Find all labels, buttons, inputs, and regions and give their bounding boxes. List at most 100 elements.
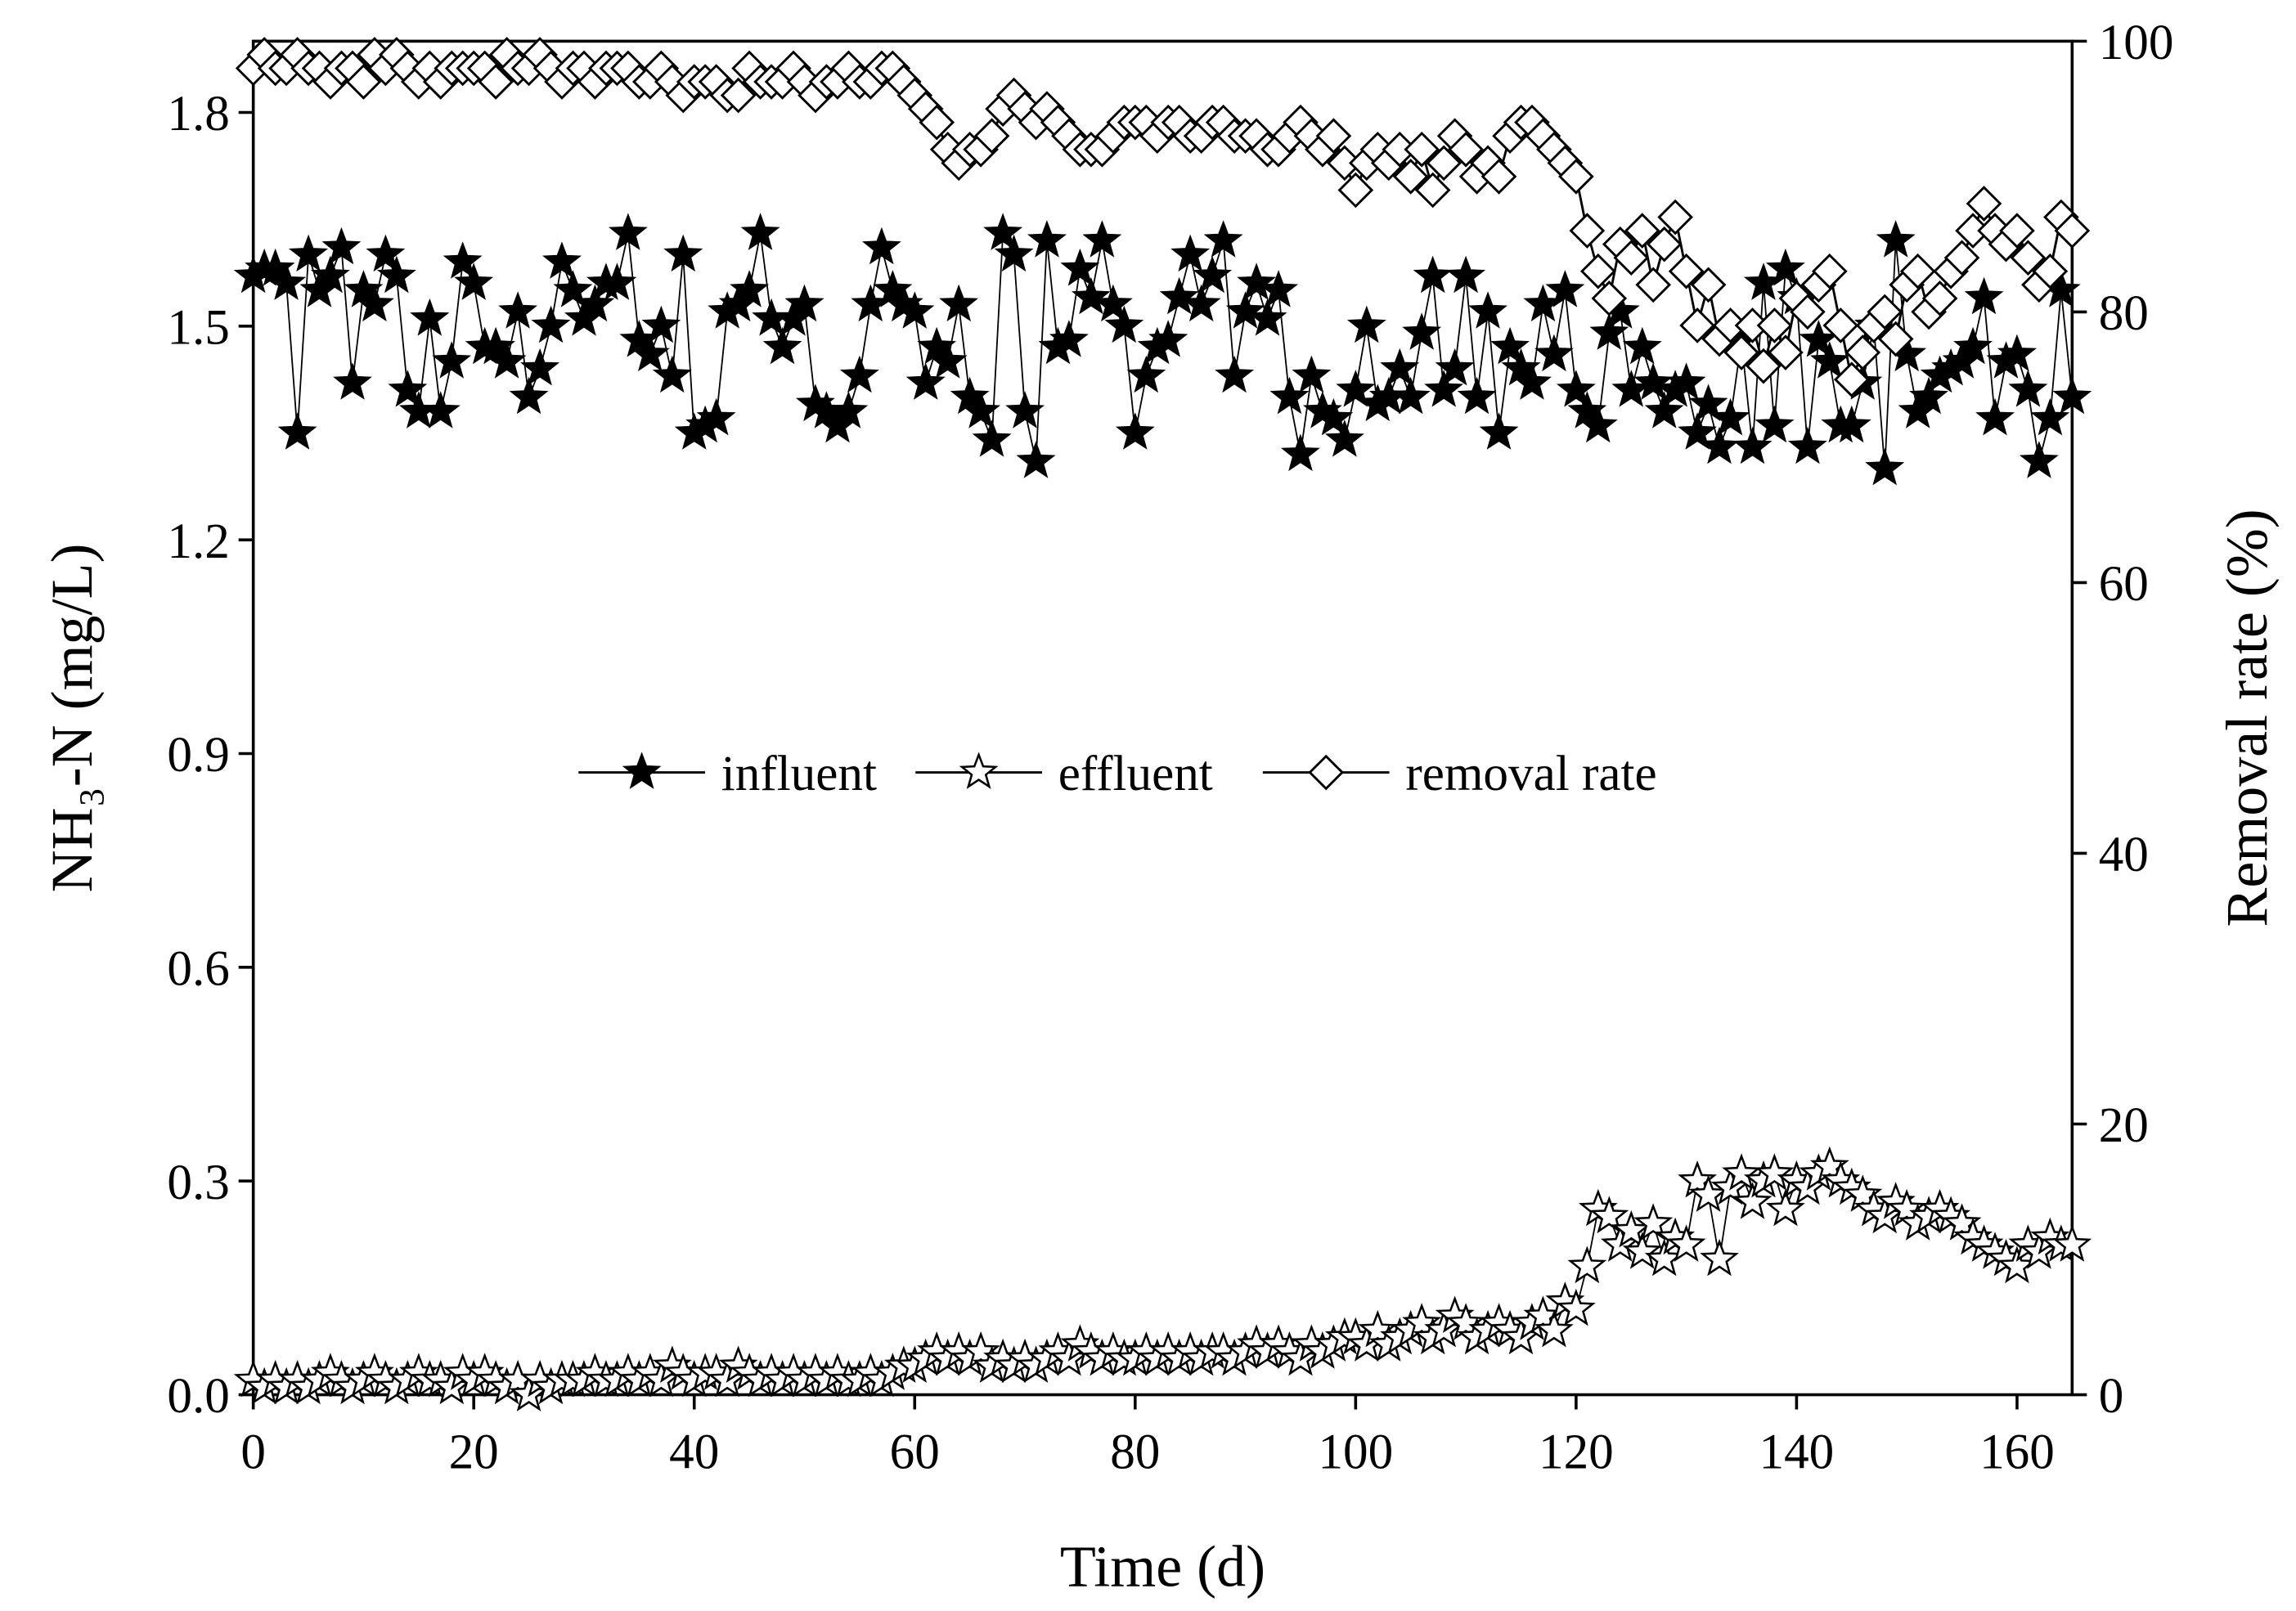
y-tick-label: 1.5 [167,299,229,355]
diamond-marker [1746,348,1782,384]
star-marker [1181,284,1221,322]
star-marker [1876,220,1916,258]
diamond-marker [1635,267,1672,303]
star-marker [1413,255,1453,294]
x-tick-label: 100 [1318,1424,1393,1479]
star-marker [1446,1303,1486,1340]
star-marker [861,227,901,265]
diamond-marker [1833,361,1870,397]
legend-label: effluent [1058,746,1213,801]
star-marker [344,270,384,307]
star-marker [487,341,527,379]
star-marker [1710,397,1750,436]
star-marker [895,291,935,329]
diamond-marker [1315,118,1352,155]
diamond-marker [1690,267,1727,303]
star-marker [1556,1288,1596,1326]
diamond-marker [1404,131,1440,168]
star-marker [1280,433,1320,472]
star-marker [972,420,1012,457]
star-marker [839,355,879,393]
star-marker [1622,1232,1662,1269]
star-marker [443,241,483,279]
diamond-marker [1790,294,1826,330]
diamond-marker [1921,280,1958,316]
diamond-marker [1591,280,1628,316]
diamond-marker [1613,240,1650,276]
diamond-marker [1668,253,1705,289]
star-marker [928,341,968,379]
star-marker [1490,326,1530,365]
star-marker [1755,1153,1795,1191]
star-marker [366,234,406,272]
star-marker [1799,320,1839,357]
star-marker [520,348,560,386]
star-marker [1688,384,1728,422]
star-marker [1093,284,1133,322]
star-marker [1258,270,1299,307]
star-marker [784,284,824,322]
x-tick-label: 120 [1539,1424,1614,1479]
star-marker [1391,376,1431,415]
legend-marker [622,752,662,789]
star-marker [1997,334,2038,372]
diamond-marker [1426,145,1462,182]
star-marker [1678,412,1717,450]
star-marker [1203,220,1243,258]
star-marker [1501,348,1541,386]
diamond-marker [345,64,382,100]
star-marker [1005,391,1045,429]
star-marker [1644,391,1684,429]
diamond-marker [478,64,514,100]
star-marker [597,263,637,300]
star-marker [1115,412,1155,450]
y-tick-label: 1.2 [167,514,229,569]
star-marker [1159,276,1199,315]
star-marker [1324,420,1364,457]
star-marker [1071,276,1111,315]
star-marker [2008,370,2048,407]
star-marker [454,263,494,300]
diamond-marker [1756,307,1793,343]
star-marker [531,305,571,343]
diamond-marker [1579,253,1616,289]
star-marker [410,298,450,336]
diamond-marker [1480,159,1517,195]
star-marker [905,362,946,400]
star-marker [541,241,582,279]
diamond-marker [1657,199,1693,236]
star-marker [829,391,869,429]
star-marker [1479,412,1519,450]
y-tick-label: 0.9 [167,727,229,783]
star-marker [1424,370,1464,407]
star-marker [1292,355,1332,393]
star-marker [1545,270,1585,307]
star-marker [1942,1203,1982,1241]
star-marker [1953,326,1993,365]
star-marker [1225,291,1265,329]
star-marker [740,213,780,250]
star-marker [1237,263,1277,300]
diamond-marker [2032,253,2069,289]
star-marker [1468,291,1507,329]
diamond-marker [1646,226,1683,263]
star-marker [277,412,317,450]
star-marker [2019,441,2059,478]
star-marker [1016,441,1056,478]
star-marker [1269,376,1310,415]
star-marker [1700,426,1739,464]
star-marker [1027,220,1067,258]
star-marker [1104,305,1144,343]
star-marker [2052,1224,2092,1262]
star-marker [1435,348,1475,386]
star-marker [1346,305,1386,343]
star-marker [1722,1153,1761,1191]
diamond-marker [1812,253,1848,289]
star-marker [950,376,990,415]
star-marker [1567,1245,1607,1284]
x-tick-label: 40 [669,1424,719,1479]
diamond-marker [1768,334,1804,370]
star-marker [652,355,692,393]
